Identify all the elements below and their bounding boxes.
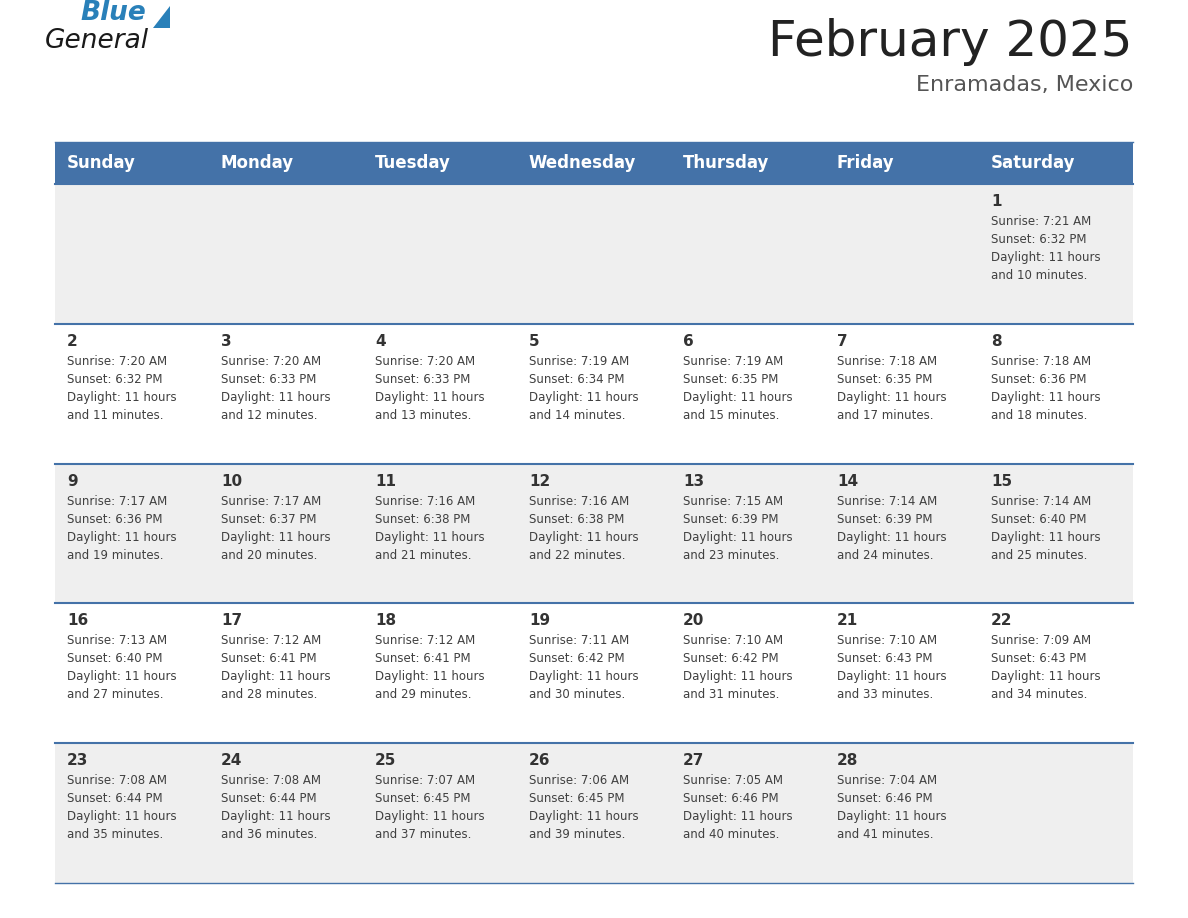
Text: Sunrise: 7:12 AM
Sunset: 6:41 PM
Daylight: 11 hours
and 29 minutes.: Sunrise: 7:12 AM Sunset: 6:41 PM Dayligh… xyxy=(375,634,485,701)
Text: Sunrise: 7:14 AM
Sunset: 6:40 PM
Daylight: 11 hours
and 25 minutes.: Sunrise: 7:14 AM Sunset: 6:40 PM Dayligh… xyxy=(991,495,1100,562)
Text: Sunrise: 7:17 AM
Sunset: 6:36 PM
Daylight: 11 hours
and 19 minutes.: Sunrise: 7:17 AM Sunset: 6:36 PM Dayligh… xyxy=(67,495,177,562)
Text: Sunrise: 7:09 AM
Sunset: 6:43 PM
Daylight: 11 hours
and 34 minutes.: Sunrise: 7:09 AM Sunset: 6:43 PM Dayligh… xyxy=(991,634,1100,701)
Text: Tuesday: Tuesday xyxy=(375,154,451,172)
Text: Sunrise: 7:12 AM
Sunset: 6:41 PM
Daylight: 11 hours
and 28 minutes.: Sunrise: 7:12 AM Sunset: 6:41 PM Dayligh… xyxy=(221,634,330,701)
Text: Friday: Friday xyxy=(838,154,895,172)
Text: General: General xyxy=(45,28,150,54)
Text: Sunrise: 7:10 AM
Sunset: 6:43 PM
Daylight: 11 hours
and 33 minutes.: Sunrise: 7:10 AM Sunset: 6:43 PM Dayligh… xyxy=(838,634,947,701)
Text: 20: 20 xyxy=(683,613,704,629)
Text: Sunrise: 7:16 AM
Sunset: 6:38 PM
Daylight: 11 hours
and 21 minutes.: Sunrise: 7:16 AM Sunset: 6:38 PM Dayligh… xyxy=(375,495,485,562)
Text: Sunrise: 7:13 AM
Sunset: 6:40 PM
Daylight: 11 hours
and 27 minutes.: Sunrise: 7:13 AM Sunset: 6:40 PM Dayligh… xyxy=(67,634,177,701)
Text: Sunrise: 7:10 AM
Sunset: 6:42 PM
Daylight: 11 hours
and 31 minutes.: Sunrise: 7:10 AM Sunset: 6:42 PM Dayligh… xyxy=(683,634,792,701)
Text: 17: 17 xyxy=(221,613,242,629)
Text: 21: 21 xyxy=(838,613,858,629)
Bar xyxy=(517,142,671,184)
Text: Sunrise: 7:04 AM
Sunset: 6:46 PM
Daylight: 11 hours
and 41 minutes.: Sunrise: 7:04 AM Sunset: 6:46 PM Dayligh… xyxy=(838,774,947,841)
Text: 9: 9 xyxy=(67,474,77,488)
Polygon shape xyxy=(153,6,170,28)
Text: 3: 3 xyxy=(221,334,232,349)
Bar xyxy=(55,744,1133,883)
Text: 18: 18 xyxy=(375,613,396,629)
Text: Sunrise: 7:19 AM
Sunset: 6:35 PM
Daylight: 11 hours
and 15 minutes.: Sunrise: 7:19 AM Sunset: 6:35 PM Dayligh… xyxy=(683,354,792,421)
Bar xyxy=(824,142,979,184)
Text: Sunrise: 7:21 AM
Sunset: 6:32 PM
Daylight: 11 hours
and 10 minutes.: Sunrise: 7:21 AM Sunset: 6:32 PM Dayligh… xyxy=(991,215,1100,282)
Text: Sunrise: 7:17 AM
Sunset: 6:37 PM
Daylight: 11 hours
and 20 minutes.: Sunrise: 7:17 AM Sunset: 6:37 PM Dayligh… xyxy=(221,495,330,562)
Text: Sunrise: 7:20 AM
Sunset: 6:32 PM
Daylight: 11 hours
and 11 minutes.: Sunrise: 7:20 AM Sunset: 6:32 PM Dayligh… xyxy=(67,354,177,421)
Text: 13: 13 xyxy=(683,474,704,488)
Bar xyxy=(55,324,1133,464)
Bar xyxy=(55,142,209,184)
Bar xyxy=(55,184,1133,324)
Text: Sunrise: 7:18 AM
Sunset: 6:35 PM
Daylight: 11 hours
and 17 minutes.: Sunrise: 7:18 AM Sunset: 6:35 PM Dayligh… xyxy=(838,354,947,421)
Text: Sunrise: 7:07 AM
Sunset: 6:45 PM
Daylight: 11 hours
and 37 minutes.: Sunrise: 7:07 AM Sunset: 6:45 PM Dayligh… xyxy=(375,774,485,841)
Text: Sunrise: 7:20 AM
Sunset: 6:33 PM
Daylight: 11 hours
and 13 minutes.: Sunrise: 7:20 AM Sunset: 6:33 PM Dayligh… xyxy=(375,354,485,421)
Text: 25: 25 xyxy=(375,753,397,768)
Text: Wednesday: Wednesday xyxy=(529,154,637,172)
Text: 2: 2 xyxy=(67,334,77,349)
Text: 19: 19 xyxy=(529,613,550,629)
Text: 1: 1 xyxy=(991,194,1001,209)
Text: Sunrise: 7:08 AM
Sunset: 6:44 PM
Daylight: 11 hours
and 35 minutes.: Sunrise: 7:08 AM Sunset: 6:44 PM Dayligh… xyxy=(67,774,177,841)
Text: Monday: Monday xyxy=(221,154,295,172)
Text: 11: 11 xyxy=(375,474,396,488)
Text: 4: 4 xyxy=(375,334,386,349)
Text: 16: 16 xyxy=(67,613,88,629)
Text: Sunrise: 7:08 AM
Sunset: 6:44 PM
Daylight: 11 hours
and 36 minutes.: Sunrise: 7:08 AM Sunset: 6:44 PM Dayligh… xyxy=(221,774,330,841)
Text: Thursday: Thursday xyxy=(683,154,770,172)
Text: Sunrise: 7:19 AM
Sunset: 6:34 PM
Daylight: 11 hours
and 14 minutes.: Sunrise: 7:19 AM Sunset: 6:34 PM Dayligh… xyxy=(529,354,639,421)
Bar xyxy=(55,464,1133,603)
Text: Sunrise: 7:06 AM
Sunset: 6:45 PM
Daylight: 11 hours
and 39 minutes.: Sunrise: 7:06 AM Sunset: 6:45 PM Dayligh… xyxy=(529,774,639,841)
Text: Sunrise: 7:16 AM
Sunset: 6:38 PM
Daylight: 11 hours
and 22 minutes.: Sunrise: 7:16 AM Sunset: 6:38 PM Dayligh… xyxy=(529,495,639,562)
Text: 15: 15 xyxy=(991,474,1012,488)
Text: Sunrise: 7:20 AM
Sunset: 6:33 PM
Daylight: 11 hours
and 12 minutes.: Sunrise: 7:20 AM Sunset: 6:33 PM Dayligh… xyxy=(221,354,330,421)
Text: 28: 28 xyxy=(838,753,859,768)
Text: Sunrise: 7:18 AM
Sunset: 6:36 PM
Daylight: 11 hours
and 18 minutes.: Sunrise: 7:18 AM Sunset: 6:36 PM Dayligh… xyxy=(991,354,1100,421)
Text: Sunday: Sunday xyxy=(67,154,135,172)
Bar xyxy=(209,142,364,184)
Text: 23: 23 xyxy=(67,753,88,768)
Text: 22: 22 xyxy=(991,613,1012,629)
Text: Saturday: Saturday xyxy=(991,154,1075,172)
Bar xyxy=(979,142,1133,184)
Text: 7: 7 xyxy=(838,334,847,349)
Bar xyxy=(55,603,1133,744)
Bar xyxy=(364,142,517,184)
Text: Sunrise: 7:11 AM
Sunset: 6:42 PM
Daylight: 11 hours
and 30 minutes.: Sunrise: 7:11 AM Sunset: 6:42 PM Dayligh… xyxy=(529,634,639,701)
Text: Blue: Blue xyxy=(80,0,146,26)
Text: February 2025: February 2025 xyxy=(769,18,1133,66)
Text: Sunrise: 7:15 AM
Sunset: 6:39 PM
Daylight: 11 hours
and 23 minutes.: Sunrise: 7:15 AM Sunset: 6:39 PM Dayligh… xyxy=(683,495,792,562)
Text: 10: 10 xyxy=(221,474,242,488)
Text: 5: 5 xyxy=(529,334,539,349)
Text: 14: 14 xyxy=(838,474,858,488)
Text: Enramadas, Mexico: Enramadas, Mexico xyxy=(916,75,1133,95)
Text: 24: 24 xyxy=(221,753,242,768)
Text: 12: 12 xyxy=(529,474,550,488)
Text: 27: 27 xyxy=(683,753,704,768)
Text: 26: 26 xyxy=(529,753,550,768)
Text: 6: 6 xyxy=(683,334,694,349)
Text: Sunrise: 7:05 AM
Sunset: 6:46 PM
Daylight: 11 hours
and 40 minutes.: Sunrise: 7:05 AM Sunset: 6:46 PM Dayligh… xyxy=(683,774,792,841)
Text: 8: 8 xyxy=(991,334,1001,349)
Bar xyxy=(671,142,824,184)
Text: Sunrise: 7:14 AM
Sunset: 6:39 PM
Daylight: 11 hours
and 24 minutes.: Sunrise: 7:14 AM Sunset: 6:39 PM Dayligh… xyxy=(838,495,947,562)
